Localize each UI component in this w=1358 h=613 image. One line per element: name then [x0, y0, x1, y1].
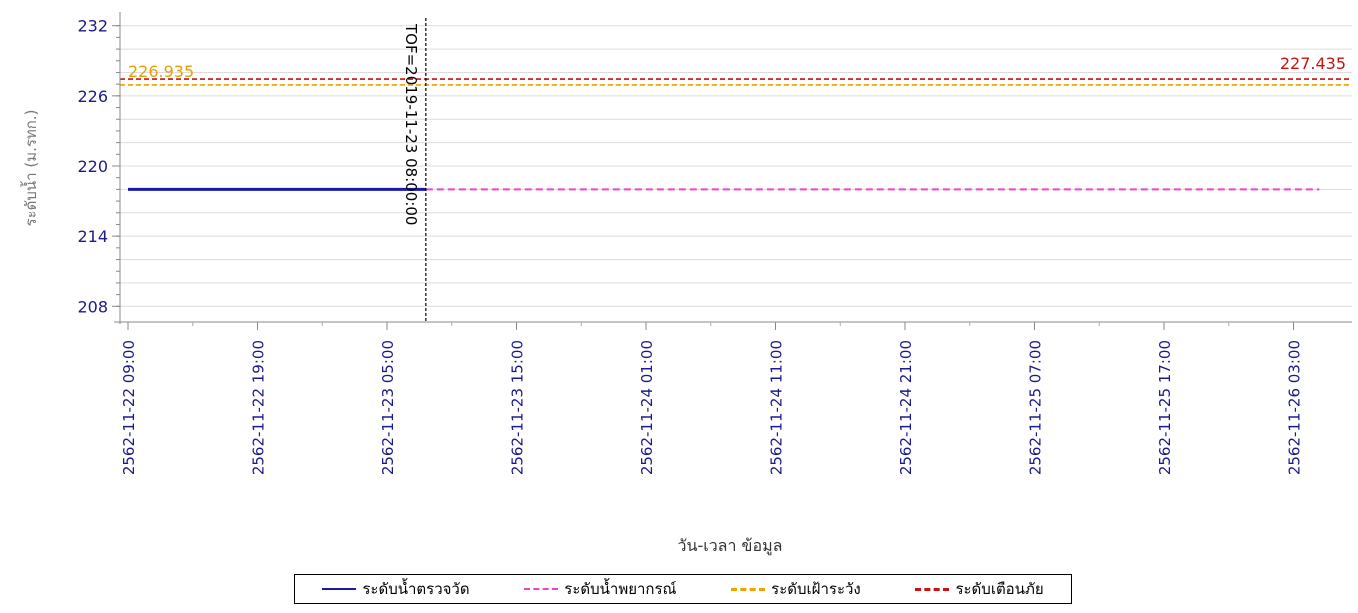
- legend-swatch-forecast: [524, 588, 559, 590]
- legend-swatch-warning: [915, 587, 950, 591]
- legend-item-forecast: ระดับน้ำพยากรณ์: [524, 577, 676, 601]
- x-tick-label: 2562-11-23 15:00: [509, 340, 527, 475]
- y-tick-label: 220: [77, 157, 108, 176]
- y-tick-label: 214: [77, 227, 108, 246]
- y-tick-label: 232: [77, 17, 108, 36]
- legend-label-watch: ระดับเฝ้าระวัง: [771, 580, 861, 598]
- x-tick-label: 2562-11-26 03:00: [1286, 340, 1304, 475]
- x-tick-label: 2562-11-25 07:00: [1027, 340, 1045, 475]
- x-tick-label: 2562-11-22 09:00: [120, 340, 138, 475]
- grid-lines: [120, 25, 1352, 307]
- x-tick-label: 2562-11-24 21:00: [897, 340, 915, 475]
- legend-label-observed: ระดับน้ำตรวจวัด: [362, 580, 470, 598]
- annotation: TOF=2019-11-23 08:00:00: [402, 18, 427, 322]
- y-tick-label: 226: [77, 87, 108, 106]
- x-tick-label: 2562-11-23 05:00: [379, 340, 397, 475]
- legend-item-watch: ระดับเฝ้าระวัง: [731, 577, 861, 601]
- legend-item-warning: ระดับเตือนภัย: [915, 577, 1044, 601]
- legend-swatch-watch: [731, 587, 766, 591]
- threshold-lines: 226.935 227.435: [120, 54, 1352, 86]
- threshold-label-watch: 226.935: [128, 62, 194, 81]
- legend: ระดับน้ำตรวจวัด ระดับน้ำพยากรณ์ ระดับเฝ้…: [294, 574, 1072, 604]
- x-tick-label: 2562-11-22 19:00: [250, 340, 268, 475]
- tof-annotation-label: TOF=2019-11-23 08:00:00: [402, 23, 420, 225]
- x-tick-label: 2562-11-25 17:00: [1156, 340, 1174, 475]
- y-tick-label: 208: [77, 297, 108, 316]
- legend-label-forecast: ระดับน้ำพยากรณ์: [564, 580, 677, 598]
- axes: 232 226 220 214 208 2562-11-22 09:00 2562-11-2…: [77, 12, 1352, 475]
- threshold-label-warning: 227.435: [1280, 54, 1346, 73]
- x-axis-label: วัน-เวลา ข้อมูล: [678, 536, 783, 556]
- legend-item-observed: ระดับน้ำตรวจวัด: [322, 577, 470, 601]
- legend-swatch-observed: [322, 588, 357, 590]
- legend-label-warning: ระดับเตือนภัย: [955, 580, 1044, 598]
- x-tick-label: 2562-11-24 01:00: [638, 340, 656, 475]
- x-tick-label: 2562-11-24 11:00: [768, 340, 786, 475]
- y-axis-label: ระดับน้ำ (ม.รทก.): [20, 110, 40, 227]
